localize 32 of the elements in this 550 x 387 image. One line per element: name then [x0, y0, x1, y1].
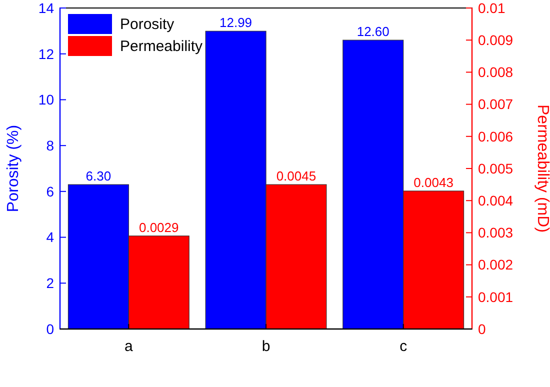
- y2-tick-label: 0.006: [478, 128, 514, 144]
- y-tick-label: 10: [38, 92, 54, 108]
- y2-tick-label: 0.004: [478, 192, 514, 208]
- y-tick-label: 12: [38, 46, 54, 62]
- y-axis-title: Porosity (%): [5, 124, 22, 212]
- data-label: 0.0029: [138, 220, 179, 235]
- data-label: 12.60: [356, 24, 390, 40]
- y2-axis-title: Permeability (mD): [534, 104, 550, 233]
- data-label: 0.0045: [276, 168, 316, 184]
- data-label: 12.99: [220, 15, 252, 30]
- y-tick-label: 0: [46, 320, 54, 337]
- y2-tick-label: 0.007: [478, 96, 514, 112]
- y2-tick-label: 0.009: [478, 32, 514, 48]
- y-tick-label: 6: [46, 183, 54, 200]
- y-tick-label: 2: [46, 275, 54, 292]
- legend-label: Permeability: [120, 38, 204, 55]
- y2-tick-label: 0.002: [478, 256, 514, 273]
- data-label: 0.0043: [414, 174, 454, 190]
- y-tick-label: 14: [38, 0, 54, 16]
- x-tick-label: c: [400, 338, 408, 355]
- y2-tick-label: 0.005: [478, 160, 514, 176]
- data-label: 6.30: [86, 168, 112, 184]
- y-tick-label: 8: [46, 137, 54, 154]
- y2-tick-label: 0: [478, 320, 486, 337]
- y2-tick-label: 0.001: [478, 288, 514, 305]
- y2-tick-label: 0.01: [478, 0, 506, 16]
- legend-label: Porosity: [120, 16, 175, 33]
- y2-tick-label: 0.008: [478, 64, 514, 80]
- x-tick-label: a: [124, 338, 134, 355]
- y-tick-label: 4: [46, 229, 54, 246]
- x-tick-label: b: [262, 338, 270, 355]
- y2-tick-label: 0.003: [478, 224, 514, 241]
